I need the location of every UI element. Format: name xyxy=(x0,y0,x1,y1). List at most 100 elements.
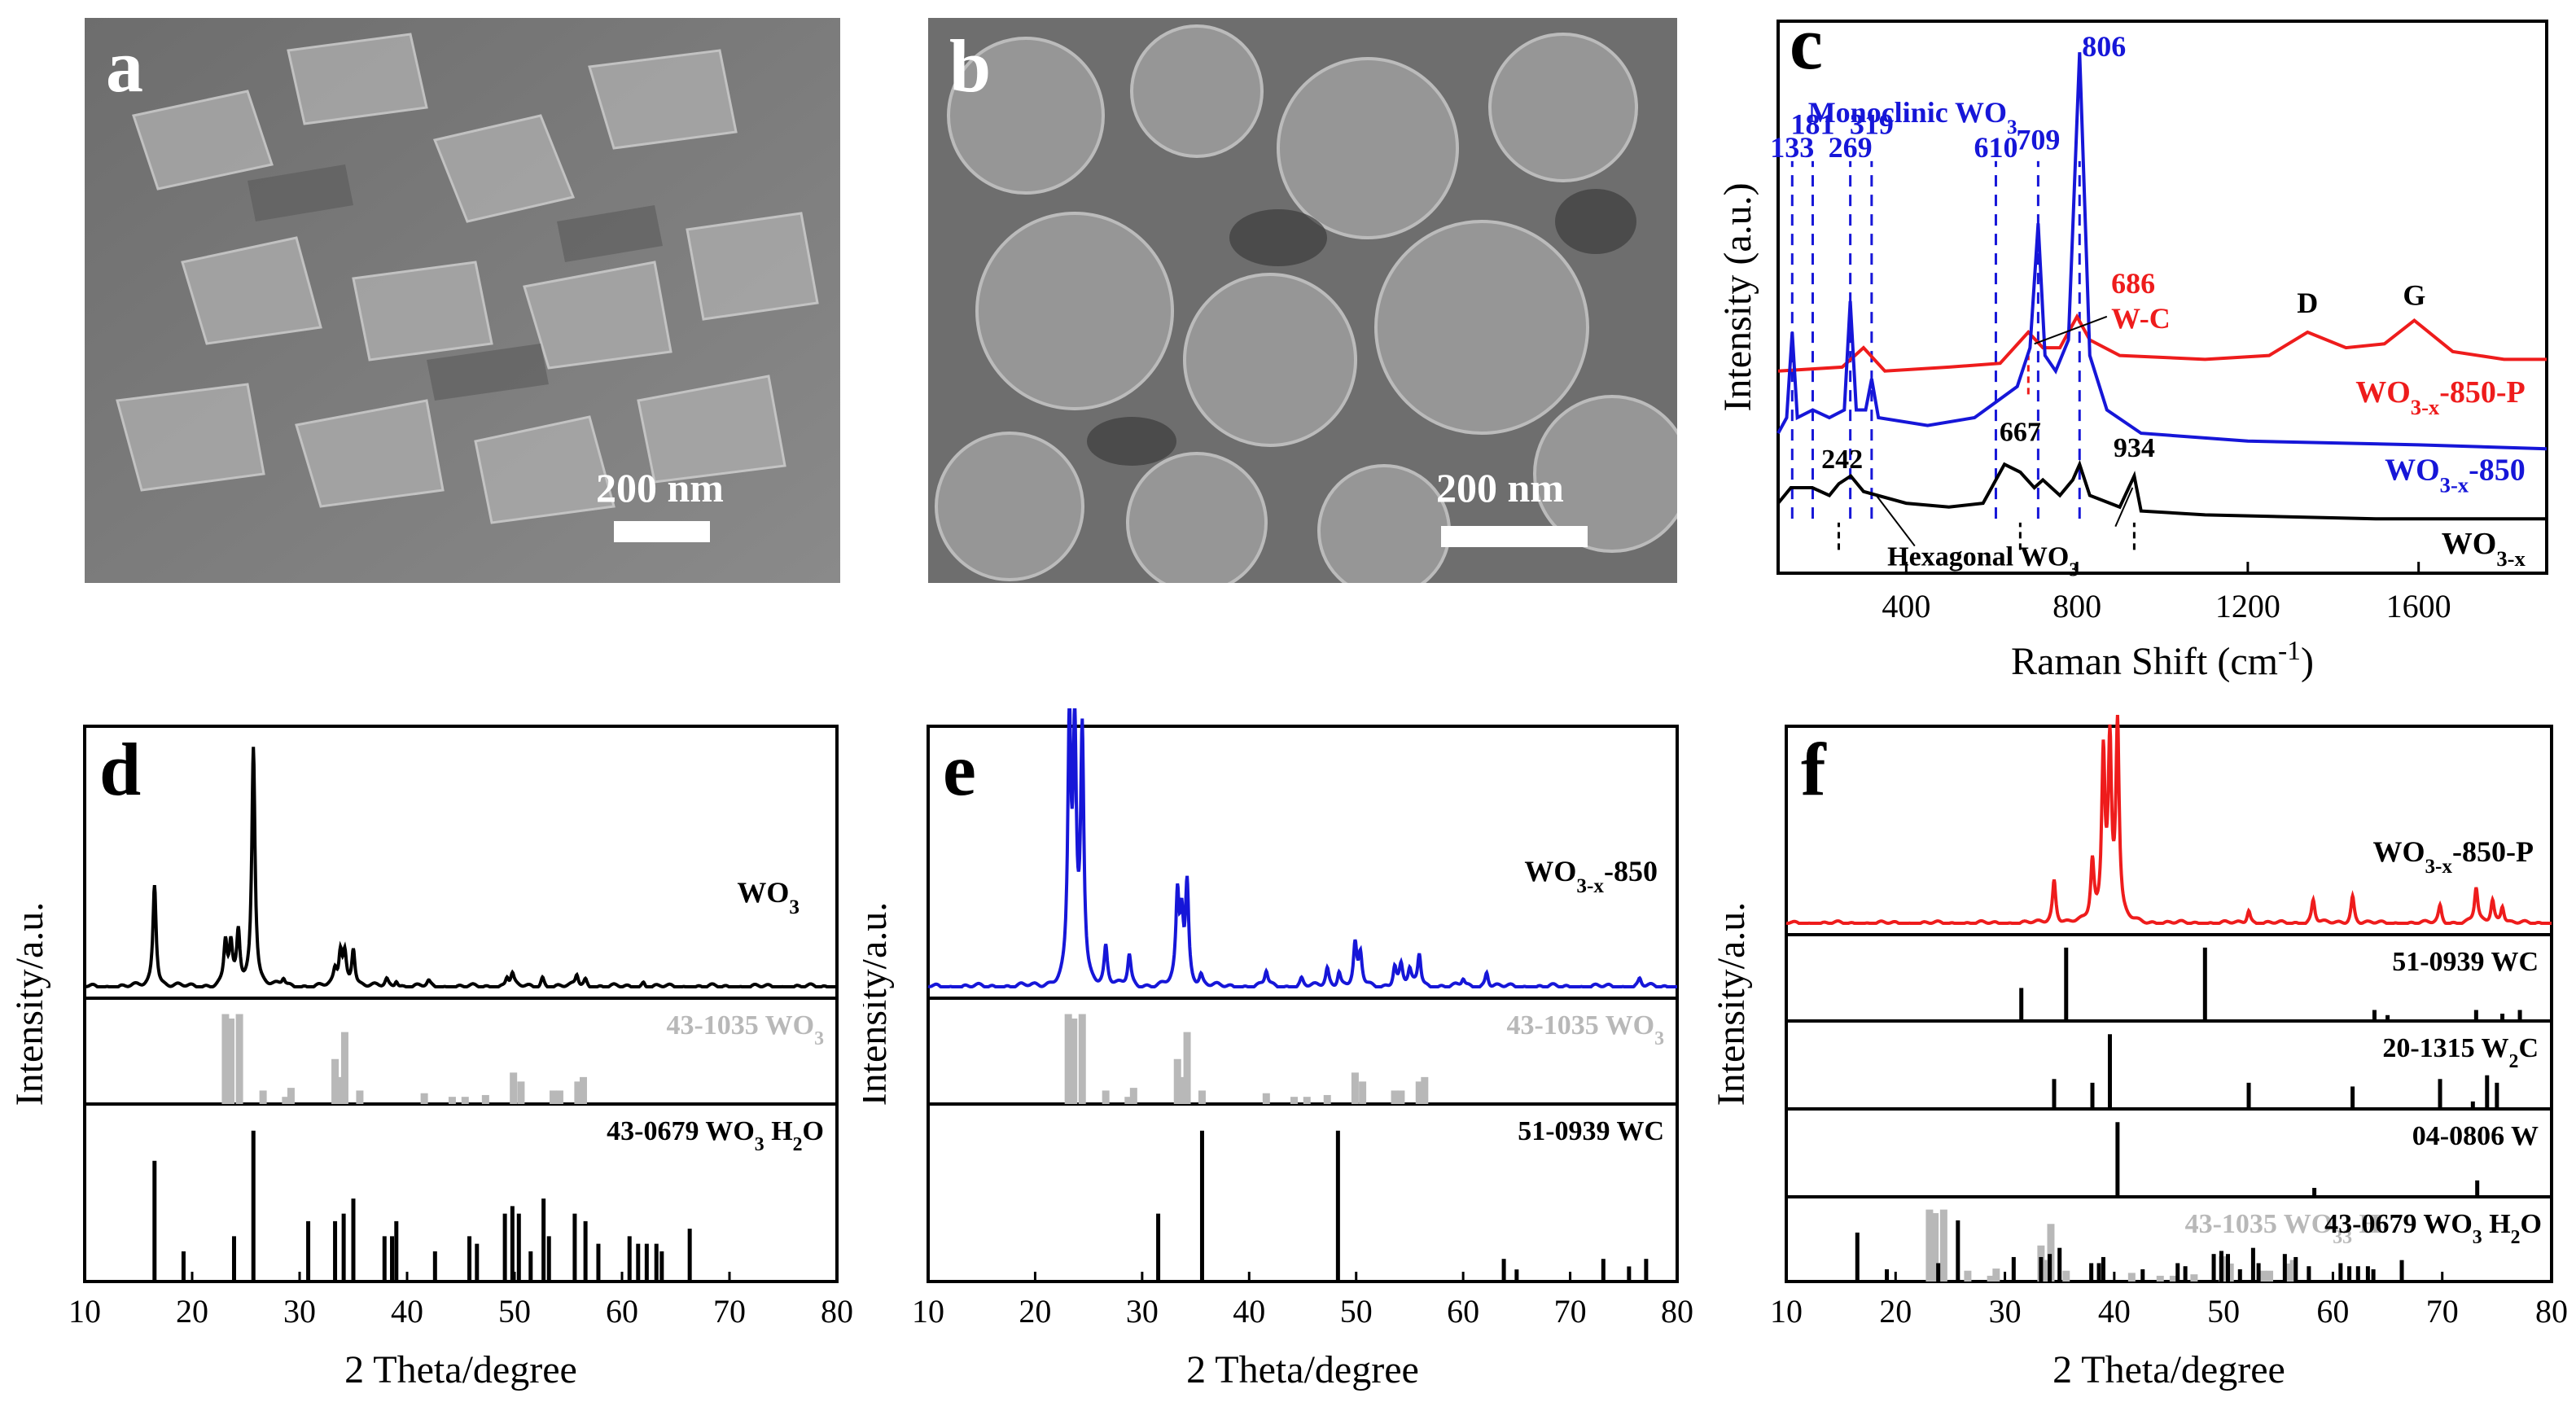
x-tick-label: 70 xyxy=(1554,1293,1587,1330)
x-tick-label: 10 xyxy=(1770,1293,1803,1330)
x-tick-label: 40 xyxy=(2098,1293,2131,1330)
plot-frame xyxy=(927,725,1679,1283)
panel-letter: f xyxy=(1801,728,1827,811)
raman-chart-c: 400 800 1200 1600 Raman Shift (cm-1) Intensit… xyxy=(1693,0,2576,700)
x-tick-label: 70 xyxy=(2426,1293,2459,1330)
scale-label-b: 200 nm xyxy=(1436,465,1564,510)
y-axis-label: Intensity/a.u. xyxy=(1710,902,1753,1106)
xrd-chart-e: 10 20 30 40 50 60 70 80 2 Theta/degree Intensity/… xyxy=(852,698,1726,1420)
sem-texture-b xyxy=(928,18,1677,583)
reference-label: 43-1035 WO3 xyxy=(1506,1010,1664,1049)
xrd-chart-d: 10 20 30 40 50 60 70 80 2 Theta/degree Intensity/… xyxy=(0,708,863,1420)
x-tick-label: 10 xyxy=(912,1293,944,1330)
x-tick-label: 30 xyxy=(1989,1293,2022,1330)
panel-letter-c: c xyxy=(1790,2,1823,85)
hexagonal-title: Hexagonal WO3 xyxy=(1887,541,2079,581)
x-tick-label: 50 xyxy=(2207,1293,2240,1330)
series-line xyxy=(1776,52,2548,451)
x-tick-label: 80 xyxy=(821,1293,853,1330)
g-band-label: G xyxy=(2403,279,2425,312)
x-tick-label: 1600 xyxy=(2386,588,2451,624)
panel-letter: e xyxy=(943,728,976,811)
plot-frame xyxy=(1785,725,2553,1283)
panel-letter-b: b xyxy=(949,24,992,107)
sem-image-b: b 200 nm xyxy=(928,18,1677,583)
reference-label: 51-0939 WC xyxy=(2392,947,2539,977)
x-tick-label: 50 xyxy=(498,1293,531,1330)
xrd-pattern-line xyxy=(927,698,1677,988)
peak-label: 133 xyxy=(1770,131,1814,164)
peak-label: 319 xyxy=(1850,107,1894,140)
x-tick-label: 30 xyxy=(283,1293,316,1330)
x-tick-label: 10 xyxy=(68,1293,101,1330)
y-axis-label: Intensity/a.u. xyxy=(8,902,51,1106)
scale-label-a: 200 nm xyxy=(596,465,724,510)
x-tick-label: 1200 xyxy=(2215,588,2280,624)
y-axis-label: Intensity/a.u. xyxy=(863,902,895,1106)
xrd-svg-d: 10 20 30 40 50 60 70 80 2 Theta/degree Intensity/… xyxy=(8,725,853,1391)
y-axis-label: Intensity (a.u.) xyxy=(1716,182,1759,411)
x-tick-label: 400 xyxy=(1882,588,1930,624)
x-tick-label: 40 xyxy=(391,1293,423,1330)
x-tick-label: 80 xyxy=(2535,1293,2568,1330)
x-axis-label: Raman Shift (cm-1) xyxy=(2011,636,2314,684)
x-tick-label: 60 xyxy=(1447,1293,1479,1330)
hex-peak-label: 934 xyxy=(2114,433,2155,463)
reference-label: 20-1315 W2C xyxy=(2382,1033,2539,1072)
peak-label: 269 xyxy=(1829,131,1873,164)
x-tick-label: 60 xyxy=(606,1293,638,1330)
reference-label: 51-0939 WC xyxy=(1518,1116,1664,1146)
series-label: WO3-x xyxy=(2442,527,2526,571)
reference-label: 04-0806 W xyxy=(2412,1121,2539,1151)
x-tick-label: 30 xyxy=(1126,1293,1159,1330)
xrd-chart-f: 10 20 30 40 50 60 70 80 2 Theta/degree Intensity/… xyxy=(1710,708,2576,1420)
xrd-svg-f: 10 20 30 40 50 60 70 80 2 Theta/degree Intensity/… xyxy=(1710,715,2568,1391)
plot-frame xyxy=(83,725,839,1283)
xrd-pattern-line xyxy=(84,747,837,988)
hex-arrow xyxy=(1875,494,1916,547)
x-axis-label: 2 Theta/degree xyxy=(2052,1348,2285,1391)
hex-peak-label: 242 xyxy=(1821,445,1863,475)
x-axis-label: 2 Theta/degree xyxy=(1186,1348,1419,1391)
hex-peak-label: 667 xyxy=(2000,418,2041,448)
sem-texture-a xyxy=(85,18,840,583)
d-band-label: D xyxy=(2297,287,2318,319)
raman-svg: 400 800 1200 1600 Raman Shift (cm-1) Intensit… xyxy=(1716,2,2548,684)
x-tick-label: 20 xyxy=(1879,1293,1912,1330)
series-label: WO3-x-850 xyxy=(2385,453,2526,497)
wc-peak-label: 686 xyxy=(2111,267,2155,300)
peak-label: 181 xyxy=(1790,107,1834,140)
plot-frame xyxy=(1776,20,2548,575)
x-tick-label: 80 xyxy=(1661,1293,1693,1330)
wc-arrow xyxy=(2034,315,2108,345)
x-tick-label: 40 xyxy=(1233,1293,1265,1330)
pattern-label: WO3-x-850 xyxy=(1524,855,1658,897)
panel-letter-a: a xyxy=(106,24,143,107)
scale-bar-b xyxy=(1441,526,1588,547)
x-tick-label: 70 xyxy=(713,1293,746,1330)
pattern-label: WO3-x-850-P xyxy=(2372,835,2534,878)
hex-arrow xyxy=(2114,487,2134,528)
monoclinic-title: Monoclinic WO3 xyxy=(1808,96,2017,138)
sem-image-a: a 200 nm xyxy=(85,18,840,583)
x-tick-label: 800 xyxy=(2052,588,2101,624)
reference-label: 43-0679 WO3 H2O xyxy=(2324,1209,2542,1248)
x-tick-label: 20 xyxy=(176,1293,208,1330)
pattern-label: WO3 xyxy=(737,876,800,918)
xrd-pattern-line xyxy=(1785,715,2552,926)
panel-letter: d xyxy=(99,728,141,811)
reference-label: 43-1035 WO33 H xyxy=(2185,1209,2381,1248)
x-tick-label: 20 xyxy=(1019,1293,1051,1330)
reference-label: 43-1035 WO3 xyxy=(666,1010,824,1049)
wc-label: W-C xyxy=(2111,302,2171,335)
peak-label: 709 xyxy=(2016,124,2060,156)
peak-label: 610 xyxy=(1974,131,2017,164)
peak-label: 806 xyxy=(2082,30,2126,63)
x-tick-label: 50 xyxy=(1340,1293,1373,1330)
scale-bar-a xyxy=(614,521,710,542)
x-tick-label: 60 xyxy=(2316,1293,2349,1330)
x-axis-label: 2 Theta/degree xyxy=(344,1348,577,1391)
series-label: WO3-x-850-P xyxy=(2355,375,2526,419)
xrd-svg-e: 10 20 30 40 50 60 70 80 2 Theta/degree Intensity/… xyxy=(852,698,1693,1391)
series-line xyxy=(1776,459,2547,521)
